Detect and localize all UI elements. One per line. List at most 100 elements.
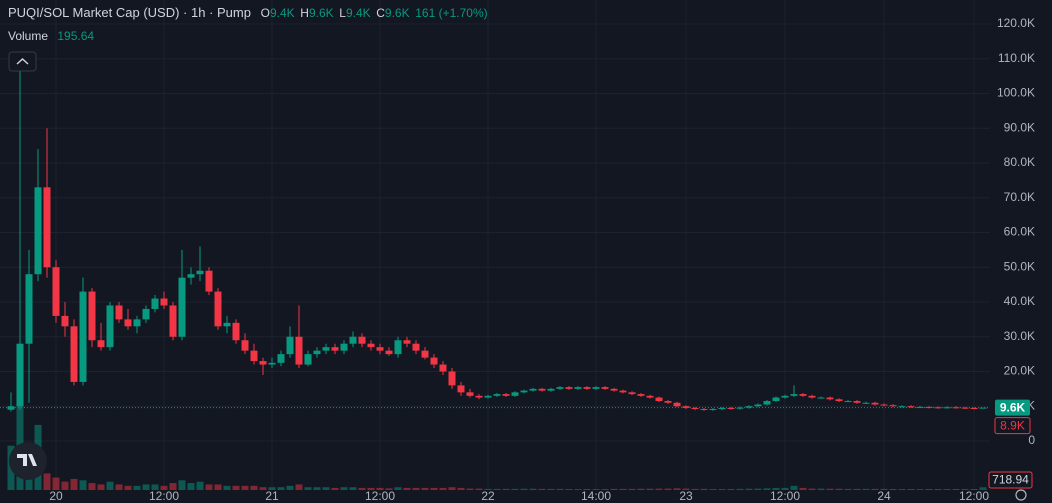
settings-icon[interactable]	[1015, 489, 1027, 501]
x-tick-label: 20	[49, 489, 63, 503]
volume-bar	[178, 480, 186, 490]
logo[interactable]	[9, 442, 47, 480]
volume-marker-label: 718.94	[992, 473, 1029, 487]
candle-body	[277, 354, 285, 363]
ohlc-value: 9.4K	[270, 6, 295, 20]
candle-body	[952, 407, 960, 409]
candle-body	[619, 390, 627, 393]
x-tick-label: 24	[877, 489, 891, 503]
volume-bar	[673, 488, 681, 490]
volume-bar	[907, 489, 915, 490]
volume-bar	[313, 487, 321, 490]
candle-body	[133, 319, 141, 327]
candle-body	[43, 187, 51, 268]
candle-body	[268, 362, 276, 365]
candle-body	[241, 340, 249, 351]
settings-button[interactable]	[1015, 489, 1027, 501]
candle-body	[169, 305, 177, 337]
candle-body	[322, 347, 330, 351]
volume-bar	[799, 487, 807, 490]
volume-bar	[205, 484, 213, 490]
candle-body	[961, 407, 969, 409]
axes: 010.0K20.0K30.0K40.0K50.0K60.0K70.0K80.0…	[49, 16, 1035, 503]
volume-bar	[790, 485, 798, 490]
candle-body	[259, 361, 267, 365]
volume-bar	[520, 488, 528, 490]
volume-bar	[475, 488, 483, 490]
volume-bar	[529, 488, 537, 490]
volume-bar	[880, 488, 888, 490]
candle-body	[880, 404, 888, 406]
volume-bar	[277, 487, 285, 490]
collapse-button[interactable]	[8, 51, 37, 72]
candle-body	[979, 407, 987, 409]
volume-bar	[295, 484, 303, 490]
candle-body	[466, 392, 474, 396]
volume-bar	[331, 487, 339, 490]
ohlc-key: C	[376, 6, 385, 20]
candle-body	[331, 347, 339, 351]
volume-bar	[583, 489, 591, 490]
candle-body	[151, 298, 159, 309]
chart-title: PUQI/SOL Market Cap (USD) · 1h · Pump	[8, 5, 251, 20]
volume-bar	[88, 483, 96, 490]
volume-bar	[619, 488, 627, 490]
volume-bar	[925, 489, 933, 490]
volume-bar	[853, 488, 861, 490]
candle-body	[511, 392, 519, 396]
volume-bar	[268, 487, 276, 490]
volume-bar	[79, 480, 87, 490]
volume-bar	[286, 485, 294, 490]
button-frame[interactable]	[8, 51, 37, 72]
candle-body	[925, 406, 933, 408]
x-tick-label: 14:00	[581, 489, 611, 503]
volume-bar	[772, 487, 780, 490]
candle-body	[808, 395, 816, 398]
candle-body	[115, 305, 123, 320]
ohlc-value: 9.4K	[346, 6, 371, 20]
candle-body	[7, 406, 15, 410]
last-price-label: 9.6K	[1000, 400, 1026, 414]
volume-bar	[376, 487, 384, 490]
y-tick-label: 60.0K	[1004, 225, 1035, 239]
candle-body	[763, 401, 771, 405]
volume-bar	[421, 487, 429, 490]
candle-body	[34, 187, 42, 275]
volume-bar	[682, 488, 690, 490]
ohlc-key: H	[300, 6, 309, 20]
candle-body	[673, 402, 681, 407]
volume-bar	[943, 489, 951, 490]
x-tick-label: 12:00	[959, 489, 989, 503]
candle-body	[853, 401, 861, 403]
volume-bar	[844, 488, 852, 490]
volume-bar	[358, 487, 366, 490]
volume-bar	[970, 489, 978, 490]
volume-bar	[592, 489, 600, 490]
ohlc-value: 9.6K	[385, 6, 410, 20]
candle-body	[664, 401, 672, 403]
volume-bar	[502, 488, 510, 490]
volume-bar	[556, 488, 564, 490]
candle-body	[565, 387, 573, 389]
candle-body	[745, 406, 753, 408]
candle-body	[799, 394, 807, 396]
volume-bar	[484, 488, 492, 490]
candle-body	[583, 387, 591, 389]
candle-body	[70, 326, 78, 382]
volume-bar	[691, 488, 699, 490]
volume-bar	[826, 488, 834, 490]
candles	[0, 69, 990, 412]
candle-body	[601, 387, 609, 389]
volume-bar	[43, 473, 51, 490]
volume-bar	[664, 488, 672, 490]
y-tick-label: 50.0K	[1004, 259, 1035, 273]
low-price-box	[994, 417, 1031, 435]
candle-body	[727, 407, 735, 409]
candle-body	[448, 371, 456, 386]
candle-body	[556, 387, 564, 389]
y-tick-label: 120.0K	[997, 16, 1035, 30]
volume-bar	[340, 487, 348, 490]
candle-body	[592, 387, 600, 389]
volume-bar	[565, 489, 573, 490]
volume-bar	[952, 489, 960, 490]
